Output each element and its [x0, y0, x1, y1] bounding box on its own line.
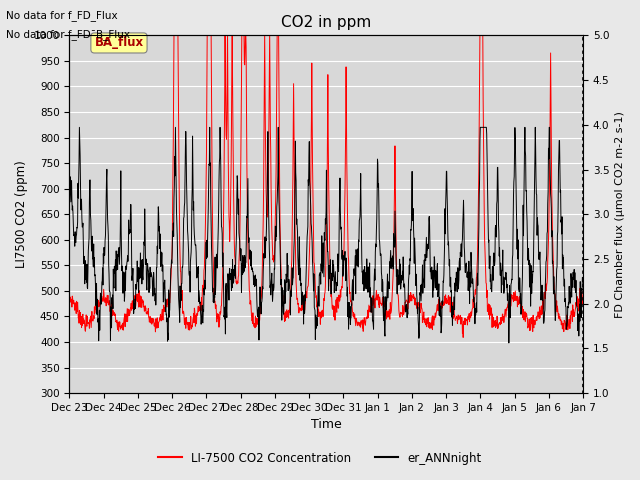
Legend: LI-7500 CO2 Concentration, er_ANNnight: LI-7500 CO2 Concentration, er_ANNnight — [153, 447, 487, 469]
Text: No data for f_FD¯B_Flux: No data for f_FD¯B_Flux — [6, 29, 131, 40]
Y-axis label: LI7500 CO2 (ppm): LI7500 CO2 (ppm) — [15, 160, 28, 268]
Title: CO2 in ppm: CO2 in ppm — [281, 15, 371, 30]
Y-axis label: FD Chamber flux (μmol CO2 m-2 s-1): FD Chamber flux (μmol CO2 m-2 s-1) — [615, 111, 625, 318]
X-axis label: Time: Time — [311, 419, 342, 432]
Text: No data for f_FD_Flux: No data for f_FD_Flux — [6, 10, 118, 21]
Text: BA_flux: BA_flux — [95, 36, 143, 49]
